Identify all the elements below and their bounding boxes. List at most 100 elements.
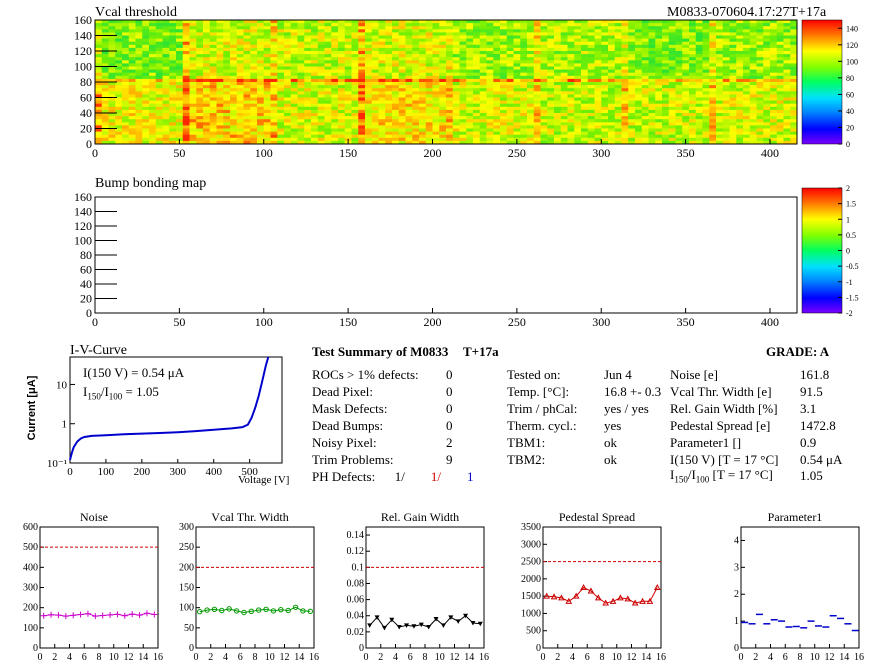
- bump-map-title: Bump bonding map: [95, 176, 207, 191]
- plot-xtick-label: 16: [153, 652, 163, 663]
- plot-xtick-label: 4: [570, 652, 575, 663]
- plot-ytick-label: 0.14: [347, 530, 365, 541]
- parameter-label: Vcal Thr. Width [e]: [670, 384, 772, 399]
- parameter-label: Noise [e]: [670, 367, 719, 382]
- plot-ytick-label: 150: [179, 583, 194, 594]
- bump-palette-label: -2: [846, 309, 853, 318]
- ph-defect-value: 1: [440, 469, 474, 484]
- bump-palette-label: 1.5: [846, 200, 856, 209]
- plot-xtick-label: 8: [600, 652, 605, 663]
- defect-value: 0: [446, 418, 453, 433]
- vcal-ytick-label: 80: [80, 75, 92, 89]
- plot-ytick-label: 0.08: [347, 578, 365, 589]
- bump-xtick-label: 200: [424, 315, 442, 329]
- iv-xtick-label: 300: [170, 466, 187, 478]
- vcal-ytick-label: 60: [80, 91, 92, 105]
- plot-ytick-label: 300: [23, 583, 38, 594]
- plot-frame: [195, 526, 315, 649]
- plot-point: [418, 622, 424, 628]
- parameter-value: 3.1: [800, 401, 817, 416]
- plot-point: [77, 611, 84, 618]
- plot-ytick-label: 2: [734, 589, 739, 600]
- vcal-xtick-label: 50: [173, 146, 185, 160]
- vcal-ytick-label: 160: [74, 13, 92, 27]
- vcal-palette-label: 100: [846, 57, 858, 66]
- plot-title: Parameter1: [768, 510, 823, 524]
- bump-xtick-label: 350: [677, 315, 695, 329]
- plot-ytick-label: 300: [179, 522, 194, 533]
- plot-point: [463, 613, 469, 619]
- plot-xtick-label: 2: [555, 652, 560, 663]
- plot-xtick-label: 0: [194, 652, 199, 663]
- plot-xtick-label: 10: [265, 652, 275, 663]
- plot-point: [248, 608, 255, 614]
- condition-label: TBM2:: [507, 452, 546, 467]
- bump-palette: [801, 187, 843, 314]
- condition-value: ok: [604, 452, 617, 467]
- iv-xtick-label: 100: [98, 466, 115, 478]
- plot-ytick-label: 0: [734, 643, 739, 654]
- condition-label: TBM1:: [507, 435, 546, 450]
- plot-point: [426, 625, 432, 630]
- iv-frame: [69, 356, 283, 464]
- plot-series-line: [369, 615, 481, 629]
- iv-title: I-V-Curve: [70, 343, 128, 358]
- plot-point: [440, 623, 446, 628]
- plot-xtick-label: 6: [783, 652, 788, 663]
- plot-ytick-label: 0.02: [347, 627, 365, 638]
- plot-point: [411, 624, 417, 629]
- plot-point: [558, 594, 565, 601]
- plot-title: Noise: [80, 510, 108, 524]
- plot-frame: [542, 526, 662, 649]
- plot-point: [448, 615, 454, 620]
- bump-palette-label: 2: [846, 184, 850, 193]
- ph-defects-row: PH Defects: 1/ 1/ 1: [312, 469, 474, 484]
- iv-ytick-label: 10⁻¹: [47, 458, 67, 470]
- bump-ytick-label: 160: [74, 190, 92, 204]
- vcal-palette: [801, 19, 843, 145]
- vcal-axes: 0 50 100 150 200 250 300 350 4000204060801001201…: [74, 13, 779, 160]
- defect-label: Mask Defects:: [312, 401, 388, 416]
- defect-value: 0: [446, 401, 453, 416]
- bump-xtick-label: 150: [339, 315, 357, 329]
- plot-xtick-label: 14: [464, 652, 474, 663]
- condition-label: Therm. cycl.:: [507, 418, 577, 433]
- plot-title: Vcal Thr. Width: [211, 510, 288, 524]
- bump-ytick-label: 40: [80, 277, 92, 291]
- plot-xtick-label: 4: [67, 652, 72, 663]
- plot-point: [543, 592, 551, 599]
- plot-xtick-label: 6: [585, 652, 590, 663]
- defect-value: 2: [446, 435, 453, 450]
- bump-ytick-label: 140: [74, 205, 92, 219]
- vcal-palette-label: 140: [846, 24, 858, 33]
- bump-axes: 0 50 100 150 200 250 300 350 4000204060801001201…: [74, 190, 779, 329]
- vcal-xtick-label: 250: [508, 146, 526, 160]
- plot-ytick-label: 1: [734, 616, 739, 627]
- plot-ytick-label: 0.06: [347, 595, 365, 606]
- plot-point: [404, 623, 410, 628]
- plot-ytick-label: 400: [23, 562, 38, 573]
- iv-xtick-label: 500: [241, 466, 258, 478]
- plot-ytick-label: 1000: [521, 608, 541, 619]
- plot-point: [565, 597, 573, 604]
- plot-ytick-label: 1500: [521, 591, 541, 602]
- plot-point: [396, 625, 402, 630]
- plot-xtick-label: 10: [435, 652, 445, 663]
- plot-ytick-label: 0: [359, 643, 364, 654]
- plot-point: [62, 613, 69, 620]
- bump-xtick-label: 0: [92, 315, 98, 329]
- iv-curve-line: [69, 356, 270, 461]
- vcal-xtick-label: 400: [761, 146, 779, 160]
- plot-point: [367, 623, 373, 628]
- vcal-palette-ticks: 0 20 40 60 80 100 120 140: [838, 24, 858, 149]
- iv-axes: 0 100 200 300 400 500 10⁻¹ 1 10: [47, 379, 259, 478]
- plot-xtick-label: 2: [52, 652, 57, 663]
- plot-ytick-label: 3: [734, 562, 739, 573]
- plot-ytick-label: 0.04: [347, 611, 365, 622]
- plot-point: [470, 620, 476, 626]
- plot-point: [389, 617, 395, 623]
- bump-ytick-label: 20: [80, 292, 92, 306]
